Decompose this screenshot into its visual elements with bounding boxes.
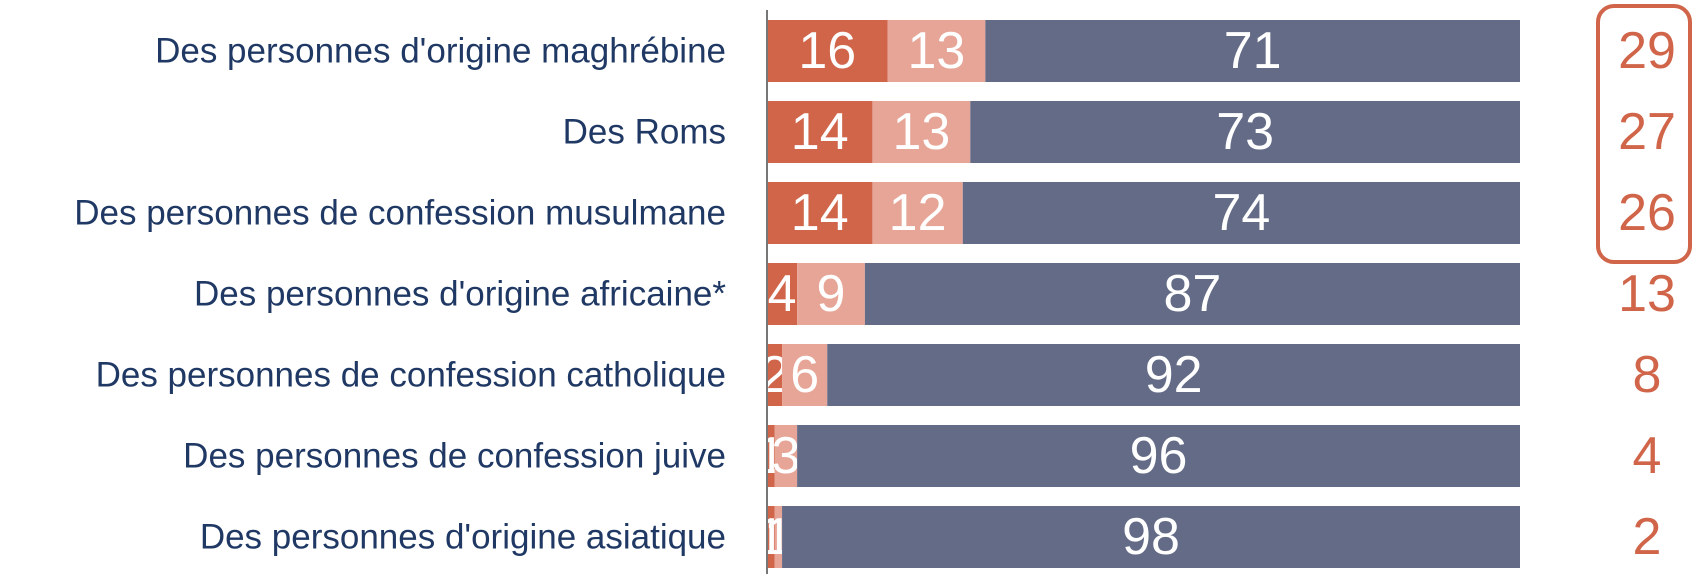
category-label: Des personnes d'origine asiatique xyxy=(200,518,726,557)
data-label: 14 xyxy=(791,184,849,242)
category-label: Des personnes d'origine maghrébine xyxy=(155,32,726,71)
bar-segment xyxy=(985,20,1520,82)
category-label: Des personnes de confession catholique xyxy=(96,356,726,395)
total-label: 13 xyxy=(1618,265,1676,323)
bar-segment xyxy=(774,425,798,487)
data-label: 87 xyxy=(1164,265,1222,323)
data-label: 92 xyxy=(1145,346,1203,404)
highlight-box xyxy=(1596,4,1692,264)
total-label: 2 xyxy=(1633,508,1662,566)
data-label: 73 xyxy=(1216,103,1274,161)
bar-segment xyxy=(767,344,783,406)
bar-segment xyxy=(774,506,783,568)
data-label: 12 xyxy=(889,184,947,242)
bar-segment xyxy=(767,101,873,163)
bar-segment xyxy=(782,344,828,406)
data-label: 13 xyxy=(892,103,950,161)
bar-segment xyxy=(827,344,1520,406)
total-label: 4 xyxy=(1633,427,1662,485)
bar-segment xyxy=(970,101,1520,163)
bar-segment xyxy=(872,101,971,163)
data-label: 9 xyxy=(817,265,846,323)
bar-segment xyxy=(797,425,1520,487)
data-label: 6 xyxy=(790,346,819,404)
data-label: 4 xyxy=(768,265,797,323)
category-label: Des personnes de confession musulmane xyxy=(74,194,726,233)
data-label: 3 xyxy=(771,427,800,485)
data-label: 71 xyxy=(1224,22,1282,80)
bar-segment xyxy=(767,263,798,325)
bar-segment xyxy=(797,263,865,325)
bar-segment xyxy=(864,263,1520,325)
bar-segment xyxy=(887,20,986,82)
total-label: 27 xyxy=(1618,103,1676,161)
category-label: Des personnes d'origine africaine* xyxy=(194,275,726,314)
bar-segment xyxy=(767,182,873,244)
data-label: 96 xyxy=(1130,427,1188,485)
data-label: 13 xyxy=(908,22,966,80)
bar-segment xyxy=(872,182,963,244)
bar-segment xyxy=(767,20,888,82)
bar-segment xyxy=(767,506,775,568)
bar-segment xyxy=(767,425,775,487)
category-label: Des personnes de confession juive xyxy=(183,437,726,476)
total-label: 29 xyxy=(1618,22,1676,80)
total-label: 26 xyxy=(1618,184,1676,242)
data-label: 98 xyxy=(1122,508,1180,566)
total-label: 8 xyxy=(1633,346,1662,404)
bar-segment xyxy=(962,182,1520,244)
data-label: 14 xyxy=(791,103,849,161)
data-label: 74 xyxy=(1212,184,1270,242)
bar-segment xyxy=(782,506,1520,568)
category-label: Des Roms xyxy=(563,113,726,152)
data-label: 16 xyxy=(798,22,856,80)
